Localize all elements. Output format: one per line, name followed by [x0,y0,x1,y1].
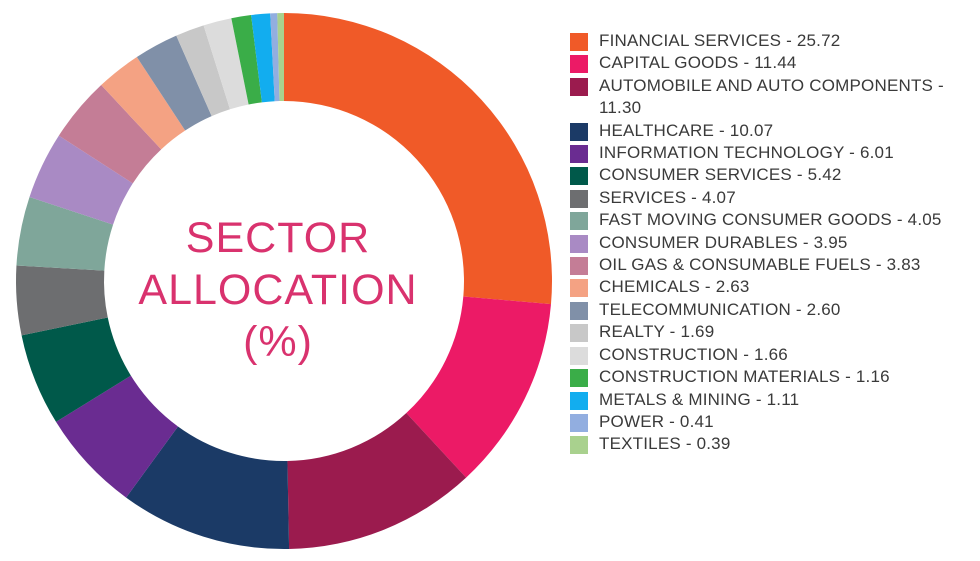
legend-item: CONSTRUCTION - 1.66 [570,344,975,366]
donut-slice-consumer-durables [29,135,133,225]
legend-item: HEALTHCARE - 10.07 [570,120,975,142]
donut-slice-construction-materials [231,15,262,105]
legend-item: TEXTILES - 0.39 [570,433,975,455]
legend-label: HEALTHCARE - 10.07 [599,120,774,140]
legend-swatch [570,346,588,365]
legend-label: FINANCIAL SERVICES - 25.72 [599,31,841,50]
legend-label: CAPITAL GOODS - 11.44 [599,53,797,73]
legend-item: AUTOMOBILE AND AUTO COMPONENTS - 11.30 [570,75,975,120]
legend-swatch [570,369,588,388]
legend-swatch [570,212,588,231]
legend-label: TELECOMMUNICATION - 2.60 [599,299,841,319]
legend-label: INFORMATION TECHNOLOGY - 6.01 [599,143,894,163]
donut-slice-automobile-and-auto-components [287,413,467,549]
legend-item: FAST MOVING CONSUMER GOODS - 4.05 [570,209,975,231]
legend-label: POWER - 0.41 [599,411,714,431]
legend-swatch [570,189,588,208]
donut-slice-healthcare [126,426,290,549]
legend-swatch [570,122,588,141]
donut-slice-power [270,13,280,102]
legend-item: OIL GAS & CONSUMABLE FUELS - 3.83 [570,254,975,276]
legend-label: CONSUMER SERVICES - 5.42 [599,165,842,185]
legend-label: TEXTILES - 0.39 [599,434,731,454]
legend-label: REALTY - 1.69 [599,322,715,342]
donut-slice-chemicals [101,57,186,150]
legend-swatch [570,33,588,51]
donut-slice-fast-moving-consumer-goods [16,197,114,271]
legend-swatch [570,167,588,186]
donut-center-title: SECTOR ALLOCATION (%) [128,212,428,368]
donut-slice-realty [176,25,230,117]
center-title-line-1: SECTOR [185,214,371,262]
legend-item: SERVICES - 4.07 [570,187,975,209]
legend-label: OIL GAS & CONSUMABLE FUELS - 3.83 [599,255,921,275]
donut-slice-information-technology [56,375,178,498]
center-title-line-2: ALLOCATION [138,266,418,314]
legend-label: CONSUMER DURABLES - 3.95 [599,232,848,252]
legend-label: CONSTRUCTION - 1.66 [599,344,788,364]
legend-swatch [570,234,588,253]
donut-slice-oil-gas-consumable-fuels [58,85,162,184]
legend-swatch [570,324,588,343]
legend-swatch [570,257,588,276]
legend-item: TELECOMMUNICATION - 2.60 [570,299,975,321]
legend-label: FAST MOVING CONSUMER GOODS - 4.05 [599,210,942,230]
legend-item: REALTY - 1.69 [570,321,975,343]
legend-label: CHEMICALS - 2.63 [599,277,750,297]
donut-chart [15,13,553,549]
legend-item: CONSUMER DURABLES - 3.95 [570,232,975,254]
legend-swatch [570,391,588,410]
donut-slice-capital-goods [406,296,551,478]
legend-item: CAPITAL GOODS - 11.44 [570,52,975,74]
legend-label: SERVICES - 4.07 [599,187,736,207]
donut-slice-consumer-services [21,317,131,422]
legend-label: CONSTRUCTION MATERIALS - 1.16 [599,367,890,387]
chart-legend: FINANCIAL SERVICES - 25.72 CAPITAL GOODS … [570,30,975,456]
legend-swatch [570,436,588,455]
legend-label: AUTOMOBILE AND AUTO COMPONENTS - 11.30 [599,75,944,118]
donut-slice-construction [203,18,249,110]
legend-swatch [570,279,588,298]
legend-swatch [570,413,588,432]
legend-item: CHEMICALS - 2.63 [570,276,975,298]
donut-slice-textiles [277,13,284,102]
legend-label: METALS & MINING - 1.11 [599,389,800,409]
legend-swatch [570,55,588,74]
legend-item: INFORMATION TECHNOLOGY - 6.01 [570,142,975,164]
legend-item: FINANCIAL SERVICES - 25.72 [570,30,975,52]
donut-slice-services [15,265,108,336]
donut-slice-telecommunication [136,35,212,131]
legend-item: CONSTRUCTION MATERIALS - 1.16 [570,366,975,388]
center-title-line-3: (%) [243,318,313,366]
legend-item: CONSUMER SERVICES - 5.42 [570,164,975,186]
legend-swatch [570,301,588,320]
donut-slice-financial-services [284,13,553,305]
donut-slice-metals-mining [251,13,275,103]
legend-swatch [570,77,588,96]
legend-item: POWER - 0.41 [570,411,975,433]
legend-item: METALS & MINING - 1.11 [570,389,975,411]
legend-swatch [570,145,588,164]
